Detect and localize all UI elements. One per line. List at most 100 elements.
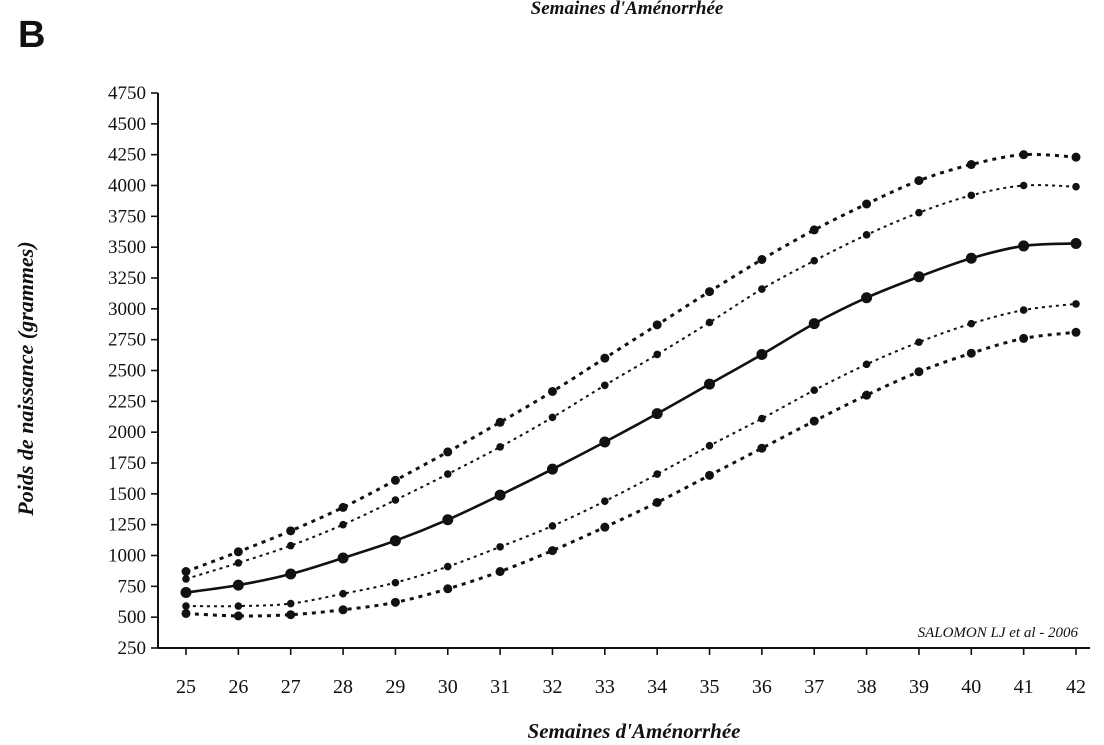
y-tick-label: 2250 <box>108 391 146 412</box>
series-1 <box>181 150 1081 577</box>
series-point <box>443 562 452 571</box>
y-tick-label: 2000 <box>108 422 146 443</box>
series-point <box>966 348 976 358</box>
series-point <box>651 408 663 420</box>
series-point <box>339 589 347 598</box>
series-point <box>705 470 715 480</box>
y-axis-label: Poids de naissance (grammes) <box>13 241 38 516</box>
series-line <box>185 152 1077 573</box>
series-2 <box>182 181 1080 583</box>
series-point <box>443 470 452 478</box>
y-tick-label: 1750 <box>108 453 146 474</box>
y-tick-label: 1250 <box>108 515 146 536</box>
labels: 250 500 750 1000 1250 1500 1750 2000 2250 2500 275… <box>13 83 1086 743</box>
series-point <box>1019 306 1028 314</box>
y-tick-label: 750 <box>118 576 147 597</box>
x-tick-label: 28 <box>333 676 353 698</box>
series-point <box>914 176 924 186</box>
series-point <box>652 320 662 330</box>
series-point <box>1019 333 1029 343</box>
series-4 <box>182 300 1080 610</box>
y-tick-label: 3500 <box>108 237 146 258</box>
y-tick-label: 3750 <box>108 206 146 227</box>
series-point <box>181 567 191 577</box>
series-point <box>494 489 506 501</box>
y-tick-label: 4000 <box>108 176 146 197</box>
x-tick-label: 27 <box>281 676 301 698</box>
series-point <box>704 378 716 390</box>
series-point <box>338 502 348 512</box>
series-point <box>758 285 766 293</box>
series-point <box>967 191 976 200</box>
series-5 <box>181 327 1081 621</box>
y-tick-label: 250 <box>118 638 147 659</box>
x-tick-label: 31 <box>490 676 510 698</box>
y-tick-label: 2750 <box>108 330 146 351</box>
series-point <box>390 597 400 607</box>
top-caption: Semaines d'Aménorrhée <box>530 0 724 19</box>
series-point <box>1071 327 1081 337</box>
series-point <box>705 318 714 327</box>
series-point <box>234 559 243 567</box>
series-point <box>705 287 715 297</box>
series-point <box>809 225 819 235</box>
x-tick-label: 32 <box>542 676 562 698</box>
series-point <box>914 367 924 377</box>
series-point <box>286 541 295 550</box>
series-point <box>339 520 347 529</box>
series-point <box>286 526 296 536</box>
series-point <box>443 447 453 457</box>
series-point <box>862 390 872 400</box>
series-point <box>496 543 504 551</box>
series-point <box>233 611 243 621</box>
series-3 <box>180 237 1082 598</box>
x-tick-label: 26 <box>228 676 248 698</box>
series-point <box>652 497 662 507</box>
series-point <box>862 231 871 239</box>
series-point <box>1019 181 1028 190</box>
series-point <box>1072 182 1080 191</box>
series-point <box>286 599 295 608</box>
series-point <box>182 602 190 610</box>
series-point <box>548 522 557 530</box>
series-point <box>966 160 976 170</box>
series-point <box>810 386 819 395</box>
series-point <box>756 348 768 360</box>
y-tick-label: 4250 <box>108 145 146 166</box>
x-tick-label: 36 <box>752 676 772 698</box>
series-point <box>548 413 557 422</box>
series-point <box>181 608 191 618</box>
series-point <box>601 497 609 506</box>
y-tick-label: 3000 <box>108 299 146 320</box>
x-tick-label: 29 <box>385 676 405 698</box>
series-point <box>1019 150 1029 160</box>
series-point <box>705 441 714 450</box>
series-point <box>758 414 766 423</box>
series-point <box>389 535 401 547</box>
series-point <box>653 470 661 478</box>
x-tick-label: 30 <box>438 676 458 698</box>
series-point <box>234 602 243 610</box>
series-point <box>443 584 453 594</box>
x-tick-label: 34 <box>647 676 667 698</box>
series-point <box>495 567 505 577</box>
x-tick-label: 25 <box>176 676 196 698</box>
series-point <box>599 436 611 448</box>
series-point <box>757 255 767 264</box>
y-tick-label: 4750 <box>108 83 146 104</box>
series-point <box>496 443 504 451</box>
series-point <box>965 252 977 264</box>
series-line <box>185 330 1077 618</box>
series-point <box>915 208 923 217</box>
series-point <box>285 568 297 580</box>
x-tick-label: 40 <box>961 676 981 698</box>
y-tick-label: 4500 <box>108 114 146 135</box>
y-tick-label: 2500 <box>108 361 146 382</box>
panel-label: B <box>18 14 46 56</box>
series-point <box>180 587 192 598</box>
series-point <box>757 443 767 453</box>
x-tick-label: 39 <box>909 676 929 698</box>
series-point <box>233 547 243 557</box>
